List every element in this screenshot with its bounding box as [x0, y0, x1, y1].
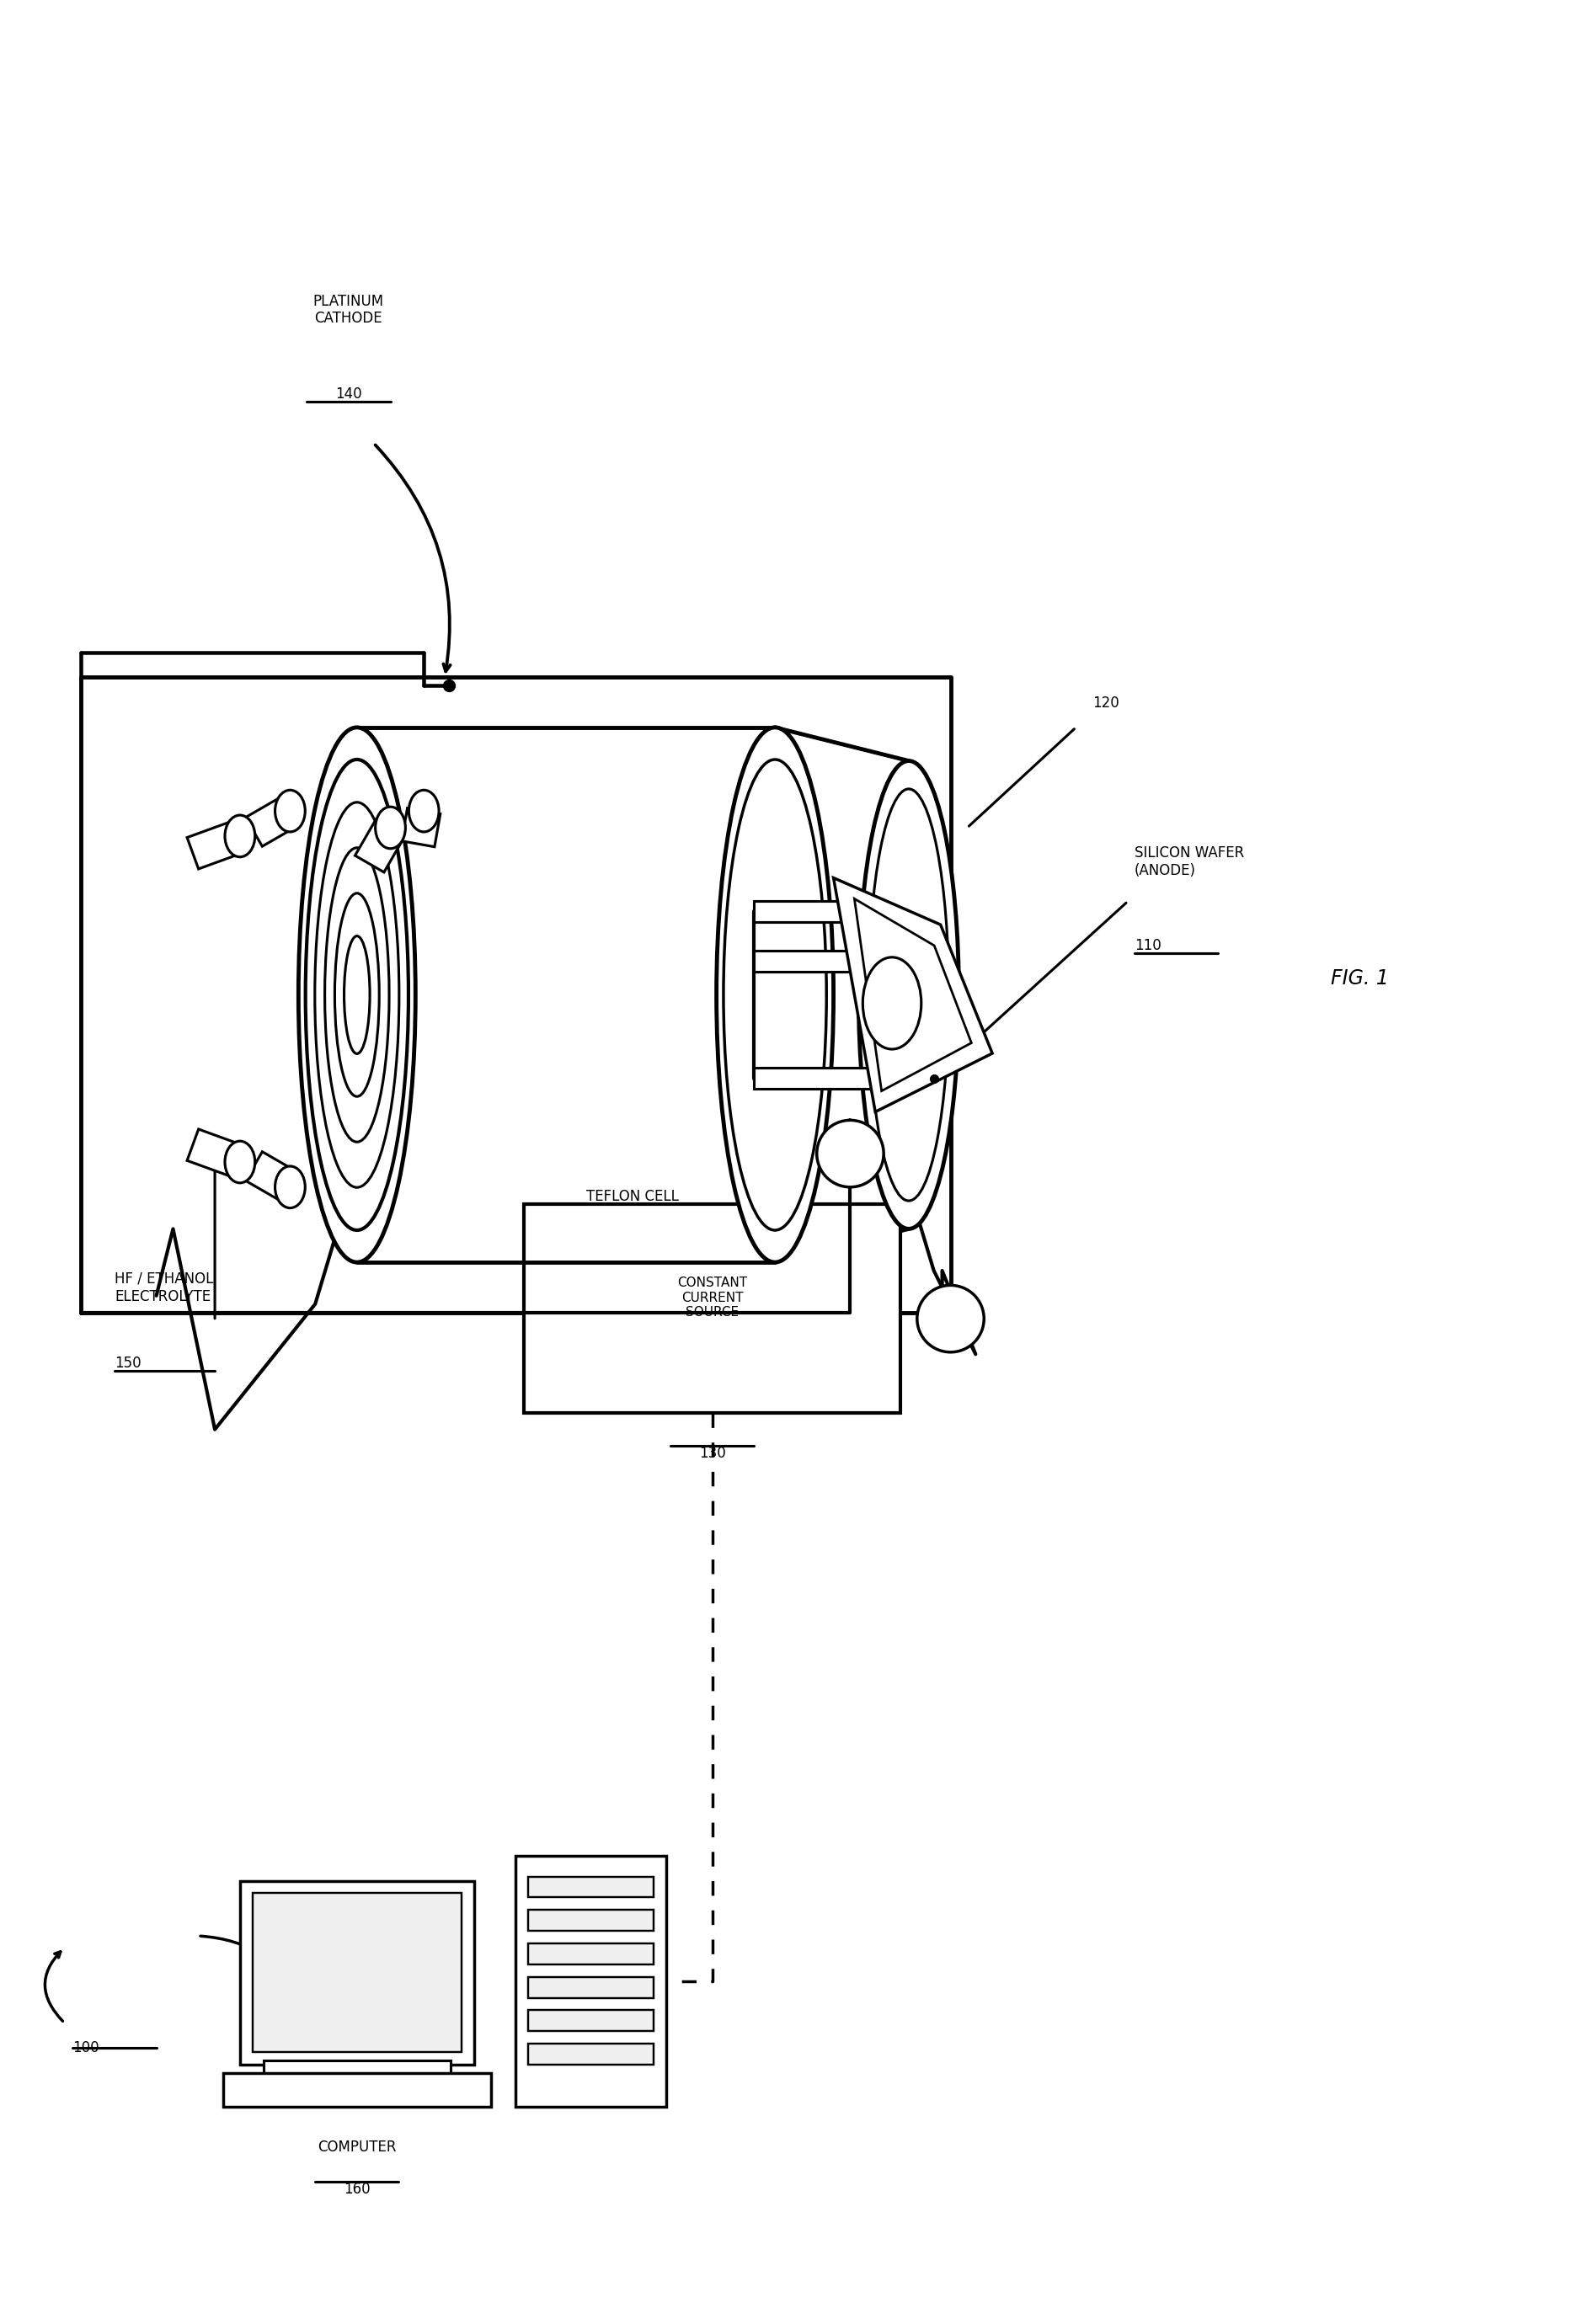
Polygon shape [187, 1129, 245, 1178]
Ellipse shape [298, 727, 416, 1262]
Polygon shape [854, 899, 970, 1090]
Text: 160: 160 [344, 2182, 371, 2196]
Ellipse shape [862, 957, 920, 1048]
Bar [754, 1069, 879, 1090]
Text: COMPUTER: COMPUTER [317, 2140, 396, 2154]
Text: 150: 150 [115, 1355, 141, 1371]
Circle shape [816, 1120, 884, 1188]
Circle shape [917, 1285, 983, 1353]
Bar [774, 727, 907, 1262]
Bar [264, 2061, 451, 2089]
Text: 120: 120 [1093, 695, 1119, 711]
Ellipse shape [305, 760, 408, 1229]
Bar [528, 2010, 653, 2031]
Bar [515, 1855, 666, 2106]
Bar [356, 727, 774, 1262]
Text: TEFLON CELL: TEFLON CELL [586, 1188, 678, 1204]
Ellipse shape [275, 1167, 305, 1208]
Ellipse shape [225, 1141, 254, 1183]
Bar [754, 902, 879, 923]
Text: 130: 130 [699, 1446, 725, 1462]
Bar [528, 1875, 653, 1896]
Bar [528, 1943, 653, 1964]
Ellipse shape [716, 727, 834, 1262]
Text: 100: 100 [72, 2040, 99, 2054]
Ellipse shape [408, 790, 438, 832]
Bar [528, 1978, 653, 1999]
Text: CONSTANT
CURRENT
SOURCE: CONSTANT CURRENT SOURCE [677, 1276, 747, 1318]
Text: 120: 120 [619, 1229, 645, 1246]
Polygon shape [187, 820, 245, 869]
Ellipse shape [275, 790, 305, 832]
Ellipse shape [724, 760, 826, 1229]
Polygon shape [245, 797, 298, 846]
Text: +: + [944, 1311, 958, 1327]
Text: PLATINUM
CATHODE: PLATINUM CATHODE [312, 293, 383, 325]
Polygon shape [355, 820, 405, 872]
Text: FIG. 1: FIG. 1 [1330, 969, 1388, 988]
Bar [524, 1204, 900, 1413]
Bar [528, 1910, 653, 1931]
Ellipse shape [859, 760, 958, 1229]
Text: HF / ETHANOL
ELECTROLYTE: HF / ETHANOL ELECTROLYTE [115, 1271, 214, 1304]
Bar [528, 2043, 653, 2064]
Bar [240, 1880, 474, 2064]
Polygon shape [402, 809, 440, 846]
Ellipse shape [375, 806, 405, 848]
Ellipse shape [225, 816, 254, 858]
Ellipse shape [868, 788, 948, 1202]
Text: 140: 140 [334, 386, 361, 402]
Text: SILICON WAFER
(ANODE): SILICON WAFER (ANODE) [1134, 846, 1243, 878]
Bar [754, 951, 879, 971]
Polygon shape [245, 1153, 298, 1202]
Bar [253, 1894, 462, 2052]
Polygon shape [834, 878, 992, 1111]
Text: 110: 110 [1134, 939, 1160, 953]
Bar [223, 2073, 490, 2106]
Text: −: − [843, 1146, 857, 1162]
